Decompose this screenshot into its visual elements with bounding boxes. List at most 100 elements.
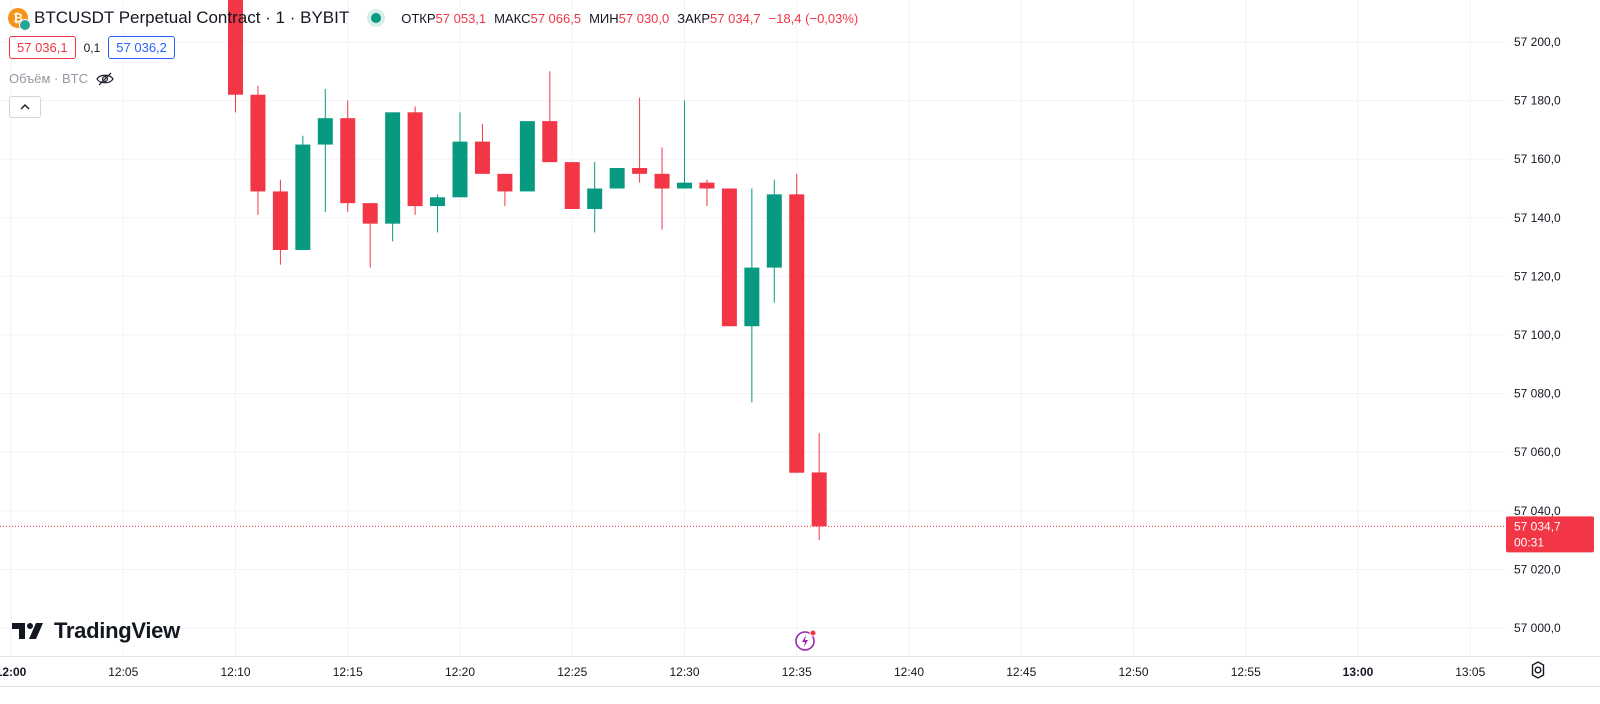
- candle: [766, 179, 782, 303]
- time-tick-label: 12:55: [1231, 665, 1261, 679]
- candle-body: [385, 112, 401, 224]
- chart-axes: 57 200,0 57 180,0 57 160,0 57 140,0 57 120,0…: [0, 35, 1600, 687]
- candle: [317, 88, 333, 212]
- time-tick-label: 12:25: [557, 665, 587, 679]
- collapse-legend-button[interactable]: [9, 96, 41, 118]
- candle: [497, 173, 513, 207]
- candle-body: [295, 144, 311, 251]
- symbol-title[interactable]: BTCUSDT Perpetual Contract · 1 · BYBIT: [34, 8, 350, 27]
- candle-body: [789, 194, 805, 473]
- candle: [789, 173, 805, 473]
- high-value: 57 066,5: [530, 10, 582, 26]
- candle-body: [766, 194, 782, 268]
- sell-price-button[interactable]: 57 036,1: [9, 36, 76, 59]
- last-price-overlay: 57 034,7 00:31: [0, 516, 1594, 553]
- candle-body: [632, 167, 648, 174]
- last-price-label: 57 034,7: [1514, 519, 1561, 533]
- candle-body: [609, 167, 625, 189]
- time-tick-label: 12:05: [108, 665, 138, 679]
- high-label: МАКС: [494, 10, 531, 26]
- candle-body: [272, 191, 288, 251]
- candle: [519, 121, 535, 192]
- tradingview-logo[interactable]: TradingView: [12, 618, 180, 644]
- time-tick-label: 12:35: [782, 665, 812, 679]
- candle: [250, 85, 266, 215]
- price-tick-label: 57 080,0: [1514, 387, 1561, 401]
- eye-off-icon[interactable]: [96, 72, 114, 86]
- chart-grid: [0, 0, 1505, 656]
- candle-body: [228, 0, 243, 95]
- time-tick-label: 12:20: [445, 665, 475, 679]
- open-label: ОТКР: [401, 10, 436, 26]
- price-tick-label: 57 100,0: [1514, 328, 1561, 342]
- candle: [632, 97, 648, 183]
- ohlc-values: ОТКР 57 053,1 МАКС 57 066,5 МИН 57 030,0…: [401, 11, 858, 26]
- candle-body: [811, 472, 827, 527]
- price-tick-label: 57 200,0: [1514, 35, 1561, 49]
- chart-legend-header: ₿ BTCUSDT Perpetual Contract · 1 · BYBIT…: [8, 6, 858, 31]
- candle: [340, 100, 356, 212]
- volume-indicator-legend: Объём · BTC: [9, 71, 114, 86]
- candle: [295, 135, 311, 251]
- time-tick-label: 13:00: [1343, 665, 1374, 679]
- price-tick-label: 57 020,0: [1514, 562, 1561, 576]
- candle: [609, 167, 625, 189]
- lightning-icon[interactable]: [794, 628, 818, 652]
- low-value: 57 030,0: [618, 10, 670, 26]
- candle: [362, 203, 378, 268]
- bar-countdown-label: 00:31: [1514, 535, 1544, 549]
- candle: [407, 106, 423, 215]
- candle-body: [430, 197, 446, 207]
- spread-value: 0,1: [83, 40, 101, 55]
- candle-body: [542, 121, 558, 163]
- price-tick-label: 57 000,0: [1514, 621, 1561, 635]
- close-value: 57 034,7: [710, 10, 761, 26]
- candle-body: [362, 203, 378, 224]
- candle-body: [474, 141, 490, 174]
- candle-body: [564, 162, 580, 210]
- time-tick-label: 12:30: [669, 665, 699, 679]
- price-tick-label: 57 040,0: [1514, 504, 1561, 518]
- price-tick-label: 57 180,0: [1514, 94, 1561, 108]
- candle-body: [677, 182, 692, 189]
- close-label: ЗАКР: [677, 10, 711, 26]
- time-tick-label: 12:45: [1006, 665, 1036, 679]
- quote-row: 57 036,1 0,1 57 036,2: [9, 36, 175, 59]
- candle-body: [744, 267, 760, 327]
- candle-body: [654, 173, 670, 189]
- candle: [272, 179, 288, 265]
- last-price-label-bg: [1506, 516, 1594, 553]
- time-tick-label: 12:40: [894, 665, 924, 679]
- time-tick-label: 12:50: [1118, 665, 1148, 679]
- candles: [228, 0, 827, 541]
- price-tick-label: 57 140,0: [1514, 211, 1561, 225]
- candle: [721, 188, 737, 327]
- time-tick-label: 12:10: [220, 665, 250, 679]
- time-tick-label: 12:00: [0, 665, 27, 679]
- gear-icon[interactable]: [1528, 660, 1548, 680]
- price-tick-label: 57 120,0: [1514, 269, 1561, 283]
- candle: [654, 147, 670, 230]
- open-value: 57 053,1: [435, 10, 487, 26]
- bitcoin-icon[interactable]: ₿: [8, 8, 31, 31]
- candle-body: [519, 121, 535, 192]
- candle-body: [452, 141, 468, 198]
- candle: [587, 162, 603, 233]
- candle-body: [317, 118, 333, 145]
- candle-body: [699, 182, 715, 189]
- tradingview-logo-icon: [12, 623, 43, 639]
- candle-body: [250, 94, 266, 192]
- low-label: МИН: [589, 10, 619, 26]
- chevron-up-icon: [20, 104, 30, 110]
- candle: [452, 112, 468, 198]
- candle: [744, 188, 760, 403]
- market-status-icon[interactable]: [371, 13, 382, 23]
- candle-body: [497, 173, 513, 192]
- volume-label[interactable]: Объём · BTC: [9, 71, 88, 86]
- buy-price-button[interactable]: 57 036,2: [108, 36, 175, 59]
- candle-body: [340, 118, 356, 204]
- change-value: −18,4 (−0,03%): [768, 10, 859, 26]
- candle: [811, 433, 827, 541]
- candle: [385, 112, 401, 242]
